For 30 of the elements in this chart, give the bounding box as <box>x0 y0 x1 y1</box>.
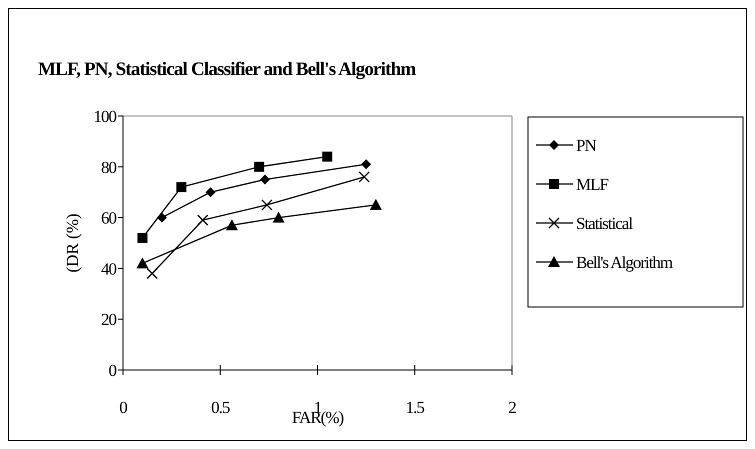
legend-label: MLF <box>576 174 608 194</box>
point <box>137 232 148 243</box>
legend-label: Statistical <box>576 214 634 233</box>
point <box>358 171 370 183</box>
point <box>322 152 332 162</box>
point <box>254 162 264 172</box>
legend-label: PN <box>576 136 596 155</box>
chart-title: MLF, PN, Statistical Classifier and Bell's Algorithm <box>38 59 416 80</box>
x-tick-label: 2 <box>508 398 516 417</box>
point <box>272 212 285 223</box>
y-axis-title: (DR (%) <box>63 213 82 273</box>
x-tick-label: 1.5 <box>406 398 424 417</box>
y-tick-label: 20 <box>101 310 116 330</box>
point <box>260 174 270 184</box>
point <box>261 199 273 211</box>
x-tick-label: 0.5 <box>211 398 230 417</box>
y-tick-label: 0 <box>108 360 116 380</box>
point <box>176 182 186 192</box>
point <box>197 214 208 226</box>
point <box>146 268 158 280</box>
y-tick-label: 80 <box>101 158 116 177</box>
point <box>206 187 216 198</box>
point <box>361 159 372 170</box>
y-tick-label: 60 <box>101 208 116 228</box>
point <box>136 257 148 268</box>
legend-label: Bell's Algorithm <box>576 252 673 272</box>
y-tick-label: 40 <box>101 259 116 278</box>
point <box>226 219 238 230</box>
point <box>370 198 382 210</box>
y-tick-label: 100 <box>94 106 116 126</box>
